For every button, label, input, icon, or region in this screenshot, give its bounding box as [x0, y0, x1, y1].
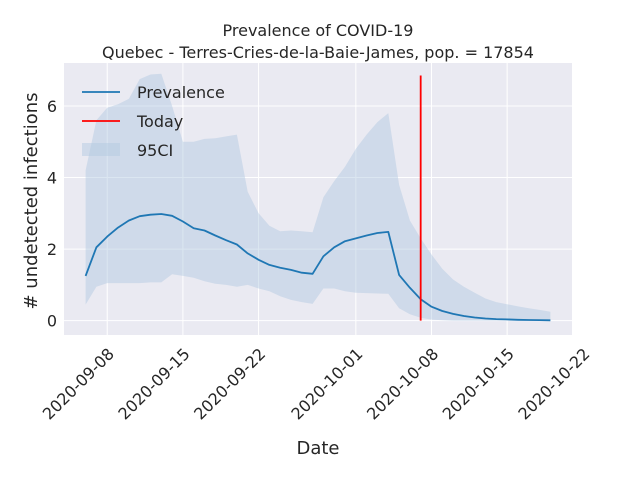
x-tick-label: 2020-10-08	[363, 344, 442, 423]
x-tick-label: 2020-09-15	[114, 344, 193, 423]
legend-ci-label: 95CI	[137, 141, 173, 160]
y-tick-label: 4	[47, 169, 57, 188]
y-axis-label: # undetected infections	[21, 92, 42, 309]
y-tick-label: 0	[47, 312, 57, 331]
legend: Prevalence Today 95CI	[82, 83, 225, 160]
legend-prevalence-label: Prevalence	[137, 83, 225, 102]
legend-today-label: Today	[136, 112, 183, 131]
grid	[64, 63, 572, 335]
prevalence-line-layer	[84, 213, 551, 322]
legend-ci-swatch	[82, 143, 120, 156]
y-tick-label: 2	[47, 240, 57, 259]
ci-band-layer	[85, 73, 551, 321]
plot-area	[64, 63, 572, 335]
x-axis-label: Date	[296, 438, 339, 459]
y-tick-label: 6	[47, 97, 57, 116]
y-tick-labels: 0 2 4 6	[47, 97, 57, 331]
chart-title: Prevalence of COVID-19	[223, 21, 414, 40]
x-tick-label: 2020-09-22	[190, 344, 269, 423]
x-tick-label: 2020-10-22	[514, 344, 593, 423]
chart-subtitle: Quebec - Terres-Cries-de-la-Baie-James, …	[102, 43, 534, 62]
x-tick-label: 2020-10-01	[287, 344, 366, 423]
prevalence-line	[84, 213, 551, 322]
x-tick-label: 2020-09-08	[39, 344, 118, 423]
x-tick-label: 2020-10-15	[439, 344, 518, 423]
ci-band	[85, 73, 551, 321]
